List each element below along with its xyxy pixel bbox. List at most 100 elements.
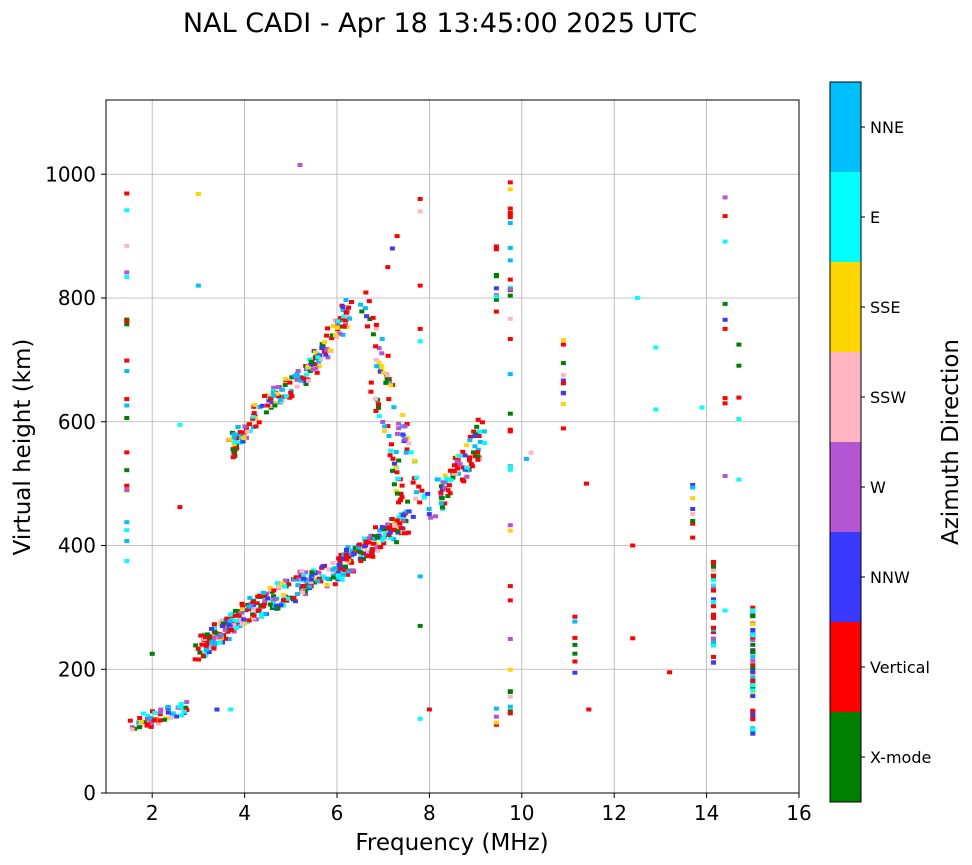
echo-point (335, 573, 341, 578)
echo-point (414, 475, 420, 480)
echo-point (711, 615, 716, 620)
echo-point (584, 481, 589, 486)
echo-point (750, 622, 756, 627)
echo-point (711, 588, 716, 593)
echo-point (341, 314, 347, 319)
echo-point (234, 618, 240, 623)
echo-point (507, 337, 513, 341)
colorbar-swatch (830, 82, 861, 172)
echo-point (416, 484, 422, 489)
echo-point (560, 378, 566, 383)
colorbar-tick-label: NNE (870, 118, 904, 137)
echo-point (475, 457, 481, 462)
echo-point (211, 646, 217, 651)
echo-point (630, 636, 636, 641)
echo-point (157, 718, 163, 723)
echo-point (390, 468, 395, 473)
echo-point (263, 410, 269, 415)
echo-point (205, 632, 211, 637)
echo-point (288, 595, 294, 600)
echo-point (358, 302, 364, 307)
echo-point (379, 351, 385, 356)
echo-point (690, 483, 696, 487)
echo-point (231, 629, 237, 634)
echo-point (393, 489, 399, 494)
echo-point (387, 530, 393, 535)
echo-point (690, 507, 696, 511)
echo-point (295, 583, 301, 588)
echo-point (258, 611, 264, 616)
echo-point (560, 390, 566, 395)
echo-point (385, 522, 391, 527)
echo-point (711, 583, 716, 588)
echo-point (493, 286, 499, 291)
echo-point (493, 720, 499, 725)
echo-point (404, 447, 410, 452)
echo-point (396, 500, 402, 505)
echo-point (385, 424, 391, 429)
echo-point (400, 413, 406, 417)
echo-point (315, 578, 321, 583)
y-tick-label: 200 (58, 657, 96, 681)
echo-point (376, 360, 382, 365)
echo-point (241, 436, 247, 441)
echo-point (363, 539, 369, 544)
echo-point (124, 322, 130, 327)
echo-point (481, 429, 487, 434)
echo-point (690, 521, 696, 526)
echo-point (750, 675, 756, 680)
echo-point (336, 575, 342, 580)
echo-point (347, 316, 352, 321)
echo-point (472, 444, 478, 449)
echo-point (462, 453, 468, 458)
echo-point (326, 567, 332, 572)
echo-point (368, 389, 374, 394)
echo-point (262, 601, 267, 606)
echo-point (572, 651, 578, 656)
echo-point (319, 342, 325, 347)
colorbar-tick-label: SSW (870, 388, 906, 407)
echo-point (283, 394, 289, 399)
echo-point (388, 448, 394, 453)
echo-point (560, 361, 566, 366)
echo-point (417, 716, 423, 721)
echo-point (250, 416, 256, 421)
x-tick-label: 8 (423, 801, 436, 825)
echo-point (426, 707, 432, 712)
echo-point (711, 578, 716, 583)
echo-point (493, 706, 499, 711)
echo-point (282, 376, 288, 381)
echo-point (124, 397, 130, 402)
echo-point (369, 551, 375, 556)
echo-point (455, 471, 461, 476)
echo-point (456, 454, 462, 458)
colorbar-swatch (830, 172, 861, 262)
echo-point (475, 454, 481, 459)
echo-point (241, 430, 247, 435)
echo-point (346, 305, 352, 310)
echo-point (382, 424, 388, 429)
echo-point (295, 369, 301, 373)
echo-point (379, 538, 385, 543)
echo-point (273, 401, 279, 406)
echo-point (255, 608, 261, 613)
echo-point (271, 588, 277, 593)
echo-point (479, 420, 485, 425)
y-tick-label: 1000 (45, 162, 96, 186)
echo-point (367, 317, 373, 321)
echo-point (464, 474, 470, 479)
echo-point (274, 391, 280, 396)
echo-point (256, 420, 262, 425)
echo-point (276, 585, 282, 589)
echo-point (507, 211, 513, 215)
echo-point (447, 491, 453, 496)
echo-point (398, 491, 404, 496)
echo-point (174, 714, 179, 719)
echo-point (323, 352, 329, 357)
echo-point (343, 564, 348, 569)
echo-point (467, 438, 473, 443)
echo-point (237, 440, 243, 445)
echo-point (247, 604, 253, 609)
echo-point (316, 359, 321, 364)
echo-point (405, 499, 411, 504)
